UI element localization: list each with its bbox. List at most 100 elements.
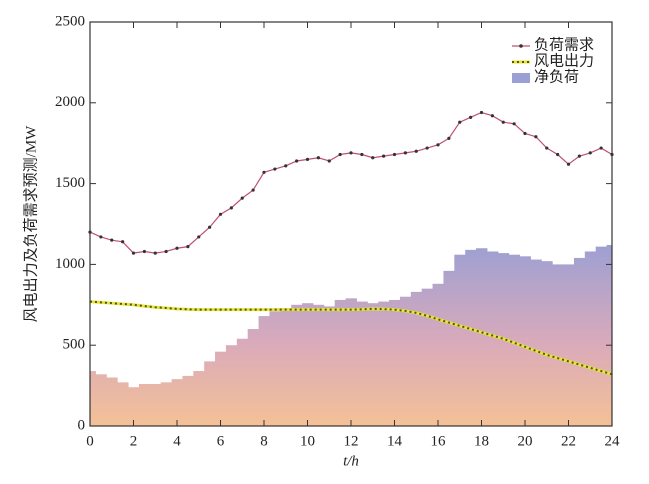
y-axis-label: 风电出力及负荷需求预测/MW	[22, 125, 39, 323]
y-tick-label: 2000	[55, 94, 85, 110]
marker	[534, 135, 538, 139]
bar	[584, 251, 597, 426]
line	[89, 111, 613, 254]
bar	[236, 338, 249, 426]
x-tick-label: 2	[130, 433, 138, 449]
legend-swatch	[519, 44, 523, 48]
bar	[486, 251, 499, 426]
bar	[160, 382, 173, 426]
marker	[208, 225, 212, 229]
bar	[367, 303, 379, 426]
marker	[131, 251, 136, 255]
x-tick-label: 4	[173, 433, 181, 449]
marker	[566, 162, 571, 166]
x-tick-label: 24	[605, 433, 621, 449]
bar	[399, 296, 412, 426]
marker	[229, 206, 233, 210]
marker	[305, 157, 310, 161]
x-tick-label: 0	[86, 433, 94, 449]
bar	[476, 248, 488, 426]
marker	[523, 131, 527, 136]
x-tick-label: 14	[387, 433, 403, 449]
bar	[410, 291, 423, 426]
marker	[556, 152, 560, 157]
marker	[501, 120, 505, 124]
bar	[356, 301, 368, 426]
marker	[142, 249, 146, 254]
bar	[225, 345, 238, 426]
marker	[469, 115, 473, 119]
bar	[106, 377, 118, 426]
marker	[577, 154, 581, 158]
marker	[512, 122, 516, 126]
marker	[436, 143, 440, 147]
marker	[284, 164, 288, 168]
marker	[392, 152, 397, 157]
marker	[316, 156, 320, 160]
x-axis-label: t/h	[343, 453, 359, 469]
marker	[164, 249, 168, 254]
bar	[280, 308, 292, 426]
y-tick-label: 1000	[55, 256, 85, 272]
y-tick-label: 2500	[55, 13, 85, 29]
bar	[421, 288, 434, 426]
bar	[90, 371, 96, 426]
marker	[599, 146, 603, 150]
bar	[465, 249, 477, 426]
bar	[117, 382, 129, 426]
bar	[312, 304, 325, 426]
bar	[302, 303, 314, 426]
y-tick-label: 500	[63, 337, 86, 353]
marker	[371, 156, 375, 160]
x-tick-label: 16	[431, 433, 447, 449]
bar	[552, 264, 564, 426]
bar	[432, 283, 444, 426]
marker	[197, 235, 201, 239]
marker	[490, 114, 494, 118]
bar	[530, 259, 542, 426]
bar	[345, 298, 357, 426]
bar	[389, 299, 401, 426]
marker	[349, 151, 353, 155]
bar	[138, 383, 151, 426]
marker	[251, 188, 255, 192]
x-tick-label: 6	[217, 433, 225, 449]
marker	[240, 196, 244, 200]
marker	[382, 154, 386, 158]
bar	[519, 256, 531, 426]
y-tick-label: 1500	[55, 175, 85, 191]
x-tick-label: 10	[300, 433, 315, 449]
bar	[508, 254, 521, 426]
bar	[454, 254, 466, 426]
marker	[458, 120, 462, 124]
x-tick-label: 22	[561, 433, 576, 449]
bar	[606, 245, 612, 426]
marker	[327, 159, 331, 163]
bar	[541, 261, 553, 426]
marker	[99, 235, 103, 239]
legend-label: 净负荷	[534, 68, 579, 85]
bar	[149, 383, 162, 426]
marker	[273, 167, 277, 171]
bar	[323, 306, 336, 426]
bar	[128, 387, 140, 426]
bar	[247, 329, 260, 426]
x-tick-label: 8	[260, 433, 268, 449]
marker	[425, 146, 429, 150]
marker	[360, 152, 364, 157]
marker	[414, 149, 418, 153]
bar	[204, 361, 216, 426]
marker	[121, 240, 125, 244]
bar	[291, 304, 303, 426]
marker	[186, 245, 190, 249]
bars	[90, 245, 612, 426]
marker	[545, 146, 549, 150]
bar	[95, 374, 107, 426]
bar	[215, 351, 227, 426]
marker	[262, 170, 266, 174]
x-tick-label: 12	[344, 433, 359, 449]
bar	[171, 379, 183, 426]
bar	[334, 299, 347, 426]
line	[89, 300, 613, 376]
x-tick-label: 20	[518, 433, 533, 449]
